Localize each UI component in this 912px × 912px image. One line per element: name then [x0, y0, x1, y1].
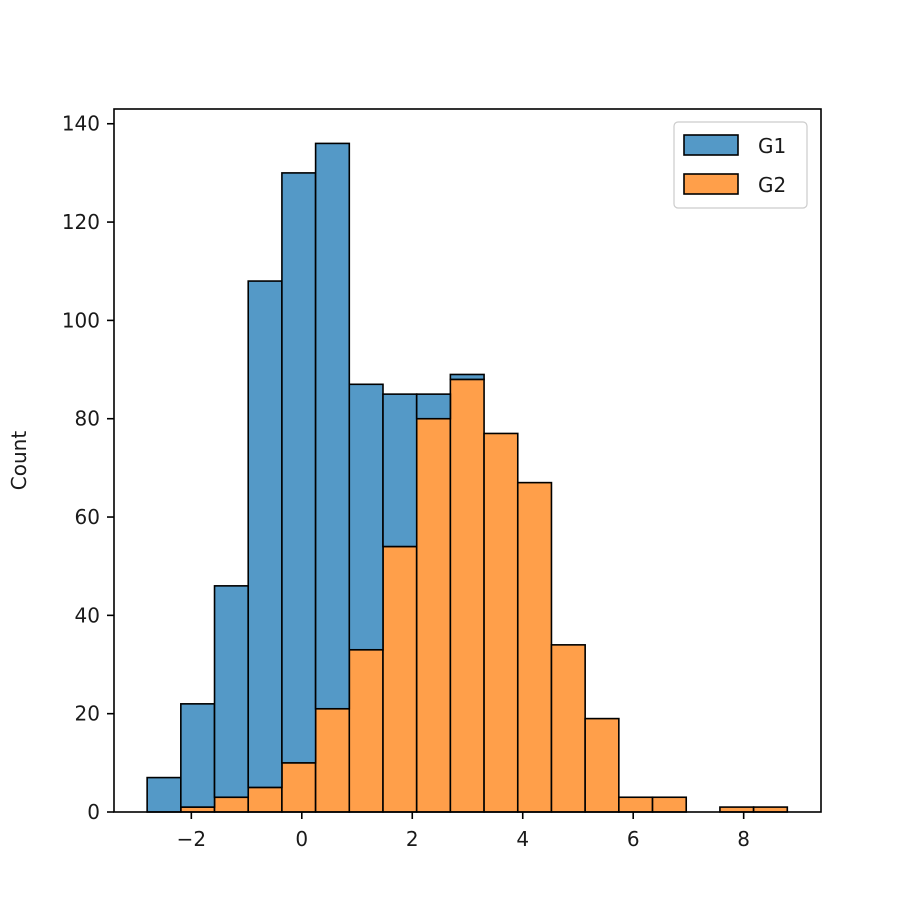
- bar-g1: [281, 172, 317, 764]
- legend: G1 G2: [673, 121, 808, 209]
- y-tick-label: 140: [62, 112, 100, 136]
- y-tick-label: 120: [62, 210, 100, 234]
- x-axis: −2 0 2 4 6 8: [177, 812, 750, 851]
- bar-g1: [213, 585, 250, 799]
- bar-g1: [415, 393, 452, 420]
- bar-g1: [449, 373, 485, 381]
- bar-g1: [314, 142, 351, 710]
- y-tick-label: 60: [75, 505, 100, 529]
- legend-swatch-g2: [683, 173, 739, 195]
- y-tick-label: 20: [75, 702, 100, 726]
- bar-g2: [618, 796, 654, 813]
- y-tick-label: 40: [75, 603, 100, 627]
- bar-g2: [348, 648, 384, 813]
- bar-g2: [247, 786, 283, 813]
- x-tick-label: 6: [627, 827, 640, 851]
- bar-g1: [146, 776, 182, 813]
- x-tick-label: −2: [177, 827, 206, 851]
- bar-g1: [247, 280, 283, 789]
- legend-label-g2: G2: [758, 173, 786, 197]
- bar-g1: [382, 393, 418, 548]
- bar-g2: [415, 417, 452, 813]
- y-tick-label: 80: [75, 407, 100, 431]
- y-tick-label: 100: [62, 308, 100, 332]
- bar-g2: [550, 644, 586, 813]
- x-tick-label: 4: [516, 827, 529, 851]
- bar-g2: [314, 707, 351, 813]
- x-tick-label: 0: [295, 827, 308, 851]
- x-tick-label: 2: [406, 827, 419, 851]
- bar-g2: [584, 717, 620, 813]
- bar-g2: [213, 796, 250, 813]
- bar-layer: [146, 142, 789, 813]
- bar-g2: [483, 432, 519, 813]
- bar-g2: [651, 796, 688, 813]
- bar-g1: [180, 703, 216, 808]
- y-axis: 0 20 40 60 80 100 120 140: [62, 112, 114, 824]
- bar-g2: [449, 378, 485, 813]
- legend-label-g1: G1: [758, 134, 786, 158]
- bar-g1: [348, 383, 384, 651]
- y-axis-label: Count: [7, 431, 31, 491]
- bar-g2: [281, 762, 317, 813]
- bar-g2: [516, 481, 553, 813]
- y-tick-label: 0: [87, 800, 100, 824]
- x-tick-label: 8: [737, 827, 750, 851]
- legend-swatch-g1: [683, 134, 739, 156]
- bar-g2: [382, 545, 418, 813]
- plot-frame: [113, 108, 822, 813]
